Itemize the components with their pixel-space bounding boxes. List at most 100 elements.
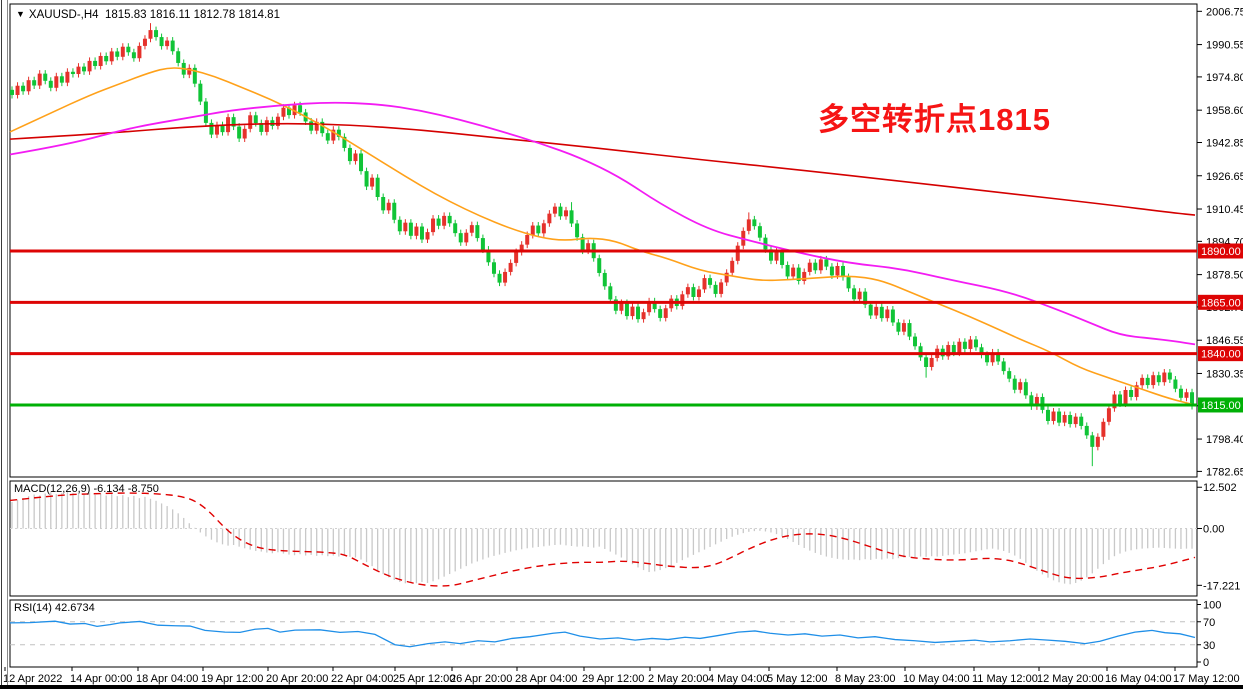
candle-body — [214, 125, 219, 135]
candle-body — [874, 306, 879, 316]
price-level-badge — [1198, 397, 1243, 413]
x-axis-label: 11 May 12:00 — [972, 673, 1038, 685]
candle-body — [541, 223, 546, 234]
candle-body — [824, 259, 829, 267]
candle-body — [109, 51, 114, 62]
candle-body — [314, 121, 319, 131]
candle-body — [320, 121, 325, 134]
x-axis-label: 12 Apr 2022 — [3, 673, 62, 685]
candle-body — [702, 278, 707, 290]
x-axis-label: 4 May 04:00 — [708, 673, 769, 685]
x-axis-label: 17 May 12:00 — [1173, 673, 1240, 685]
candle-body — [547, 213, 552, 224]
candle-body — [431, 218, 436, 233]
main-chart-pane[interactable] — [9, 3, 1198, 478]
candle-body — [730, 260, 735, 273]
macd-axis-label: 0.00 — [1203, 524, 1224, 536]
candle-body — [907, 323, 912, 337]
candle-body — [1090, 435, 1095, 447]
candle-body — [624, 302, 629, 317]
candle-body — [76, 66, 81, 75]
candle-body — [325, 133, 330, 141]
candle-body — [979, 347, 984, 355]
candle-body — [813, 262, 818, 271]
candle-body — [841, 265, 845, 278]
candle-body — [397, 219, 402, 232]
candle-body — [696, 289, 701, 297]
candle-body — [691, 287, 696, 297]
candle-body — [558, 206, 563, 217]
candle-body — [680, 294, 685, 307]
candle-body — [1101, 421, 1106, 437]
candle-body — [852, 288, 857, 300]
candle-body — [1018, 382, 1023, 390]
candle-body — [768, 249, 773, 261]
x-axis-label: 29 Apr 12:00 — [582, 673, 644, 685]
candle-body — [1118, 394, 1122, 404]
candle-body — [54, 76, 59, 88]
candle-body — [636, 306, 641, 320]
price-level-badge-text: 1890.00 — [1201, 246, 1241, 258]
y-axis-label: 1958.60 — [1206, 105, 1243, 117]
candle-body — [242, 128, 247, 139]
candle-body — [807, 262, 812, 272]
macd-pane[interactable] — [9, 480, 1198, 597]
candle-body — [863, 291, 868, 305]
x-axis-label: 28 Apr 04:00 — [515, 673, 577, 685]
candle-body — [142, 38, 147, 46]
candle-body — [652, 301, 657, 310]
candle-body — [985, 354, 990, 363]
candle-body — [26, 80, 31, 92]
candle-body — [198, 83, 203, 102]
candle-body — [780, 251, 785, 265]
ma-line-fast-orange — [9, 67, 1196, 406]
candle-body — [203, 101, 208, 123]
candle-body — [951, 345, 956, 353]
candle-body — [552, 206, 557, 214]
ma-line-slow-red — [9, 122, 1196, 216]
candle-body — [835, 265, 840, 276]
y-axis-label: 1910.45 — [1206, 204, 1243, 216]
chevron-down-icon[interactable]: ▼ — [16, 9, 25, 19]
candle-body — [913, 336, 918, 347]
candle-body — [137, 45, 142, 59]
candle-body — [1145, 377, 1150, 386]
y-axis-label: 1798.40 — [1206, 434, 1243, 446]
candle-body — [990, 352, 995, 363]
candle-body — [901, 323, 906, 332]
candle-body — [752, 219, 757, 227]
candle-body — [530, 225, 535, 235]
candle-body — [608, 286, 613, 300]
candle-body — [968, 339, 973, 349]
price-level-badge-text: 1815.00 — [1201, 400, 1241, 412]
candle-body — [264, 120, 269, 132]
candle-body — [275, 116, 280, 126]
x-axis-label: 26 Apr 20:00 — [450, 673, 512, 685]
candle-body — [148, 30, 153, 39]
candle-body — [802, 271, 807, 281]
rsi-pane[interactable] — [9, 599, 1198, 668]
rsi-indicator-label: RSI(14) 42.6734 — [14, 602, 95, 614]
candle-body — [386, 202, 391, 211]
candle-body — [159, 37, 164, 47]
candle-body — [259, 123, 264, 132]
candle-body — [785, 264, 790, 277]
candle-body — [165, 40, 170, 47]
candle-body — [1173, 379, 1178, 389]
candle-body — [220, 125, 225, 133]
rsi-axis-label: 0 — [1203, 657, 1209, 669]
candle-body — [436, 218, 441, 226]
y-axis-label: 1878.50 — [1206, 270, 1243, 282]
candle-body — [43, 73, 48, 81]
candle-body — [1029, 395, 1034, 407]
candle-body — [1034, 396, 1039, 407]
rsi-axis-label: 30 — [1203, 640, 1215, 652]
candle-body — [1123, 389, 1128, 404]
candle-body — [1062, 415, 1067, 423]
window-bottom-border — [0, 685, 1243, 689]
candle-body — [375, 177, 380, 198]
window-left-border-inner — [7, 0, 8, 688]
candle-body — [525, 234, 530, 245]
